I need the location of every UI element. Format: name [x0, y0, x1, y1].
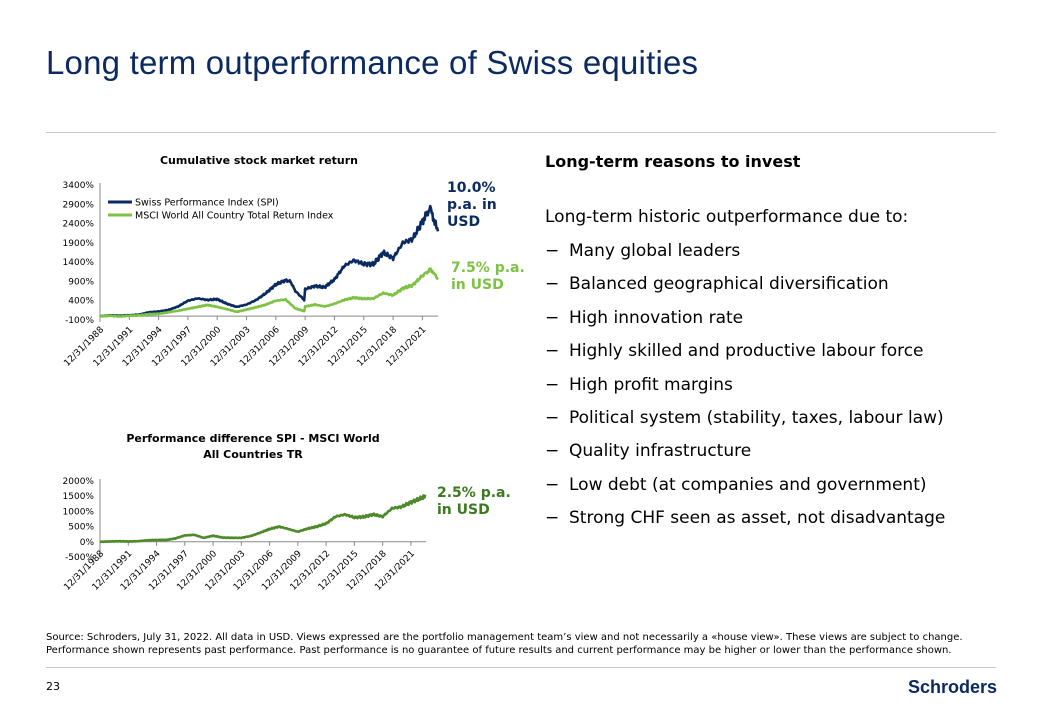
reason-text: High profit margins — [569, 375, 733, 395]
y-tick-label: 2000% — [63, 477, 95, 487]
bullet-dash: − — [545, 268, 559, 301]
diff-return-text: 2.5% p.a. in USD — [437, 485, 517, 519]
reason-text: Balanced geographical diversification — [569, 274, 889, 294]
page-number: 23 — [46, 680, 60, 693]
chart-title: Performance difference SPI - MSCI World — [126, 432, 379, 445]
reason-text: Quality infrastructure — [569, 441, 751, 461]
msci-return-annotation: 7.5% p.a. in USD — [451, 260, 531, 294]
bullet-dash: − — [545, 235, 559, 268]
reasons-panel: Long-term reasons to invest Long-term hi… — [545, 152, 1015, 536]
difference-series-line — [100, 495, 426, 541]
y-tick-label: 1500% — [63, 492, 95, 502]
cumulative-return-chart: Cumulative stock market return -100% 400% 9… — [46, 148, 440, 388]
y-tick-label: 1400% — [63, 258, 95, 268]
y-tick-label: 1000% — [63, 507, 95, 517]
msci-return-text: 7.5% p.a. in USD — [451, 260, 531, 294]
y-tick-label: 900% — [68, 277, 94, 287]
y-tick-label: -100% — [65, 316, 94, 326]
y-tick-label: 1900% — [63, 239, 95, 249]
reason-item: − Quality infrastructure — [545, 435, 1015, 468]
y-tick-label: 2900% — [63, 200, 95, 210]
bullet-dash: − — [545, 402, 559, 435]
bullet-dash: − — [545, 369, 559, 402]
reason-text: Strong CHF seen as asset, not disadvanta… — [569, 508, 945, 528]
slide-title: Long term outperformance of Swiss equiti… — [46, 44, 698, 82]
top-divider — [46, 132, 996, 133]
y-tick-label: 2400% — [63, 220, 95, 230]
y-tick-label: 0% — [80, 538, 95, 548]
reason-text: Low debt (at companies and government) — [569, 475, 927, 495]
bullet-dash: − — [545, 435, 559, 468]
spi-series-line — [100, 206, 438, 316]
reason-item: − Balanced geographical diversification — [545, 268, 1015, 301]
legend-label: Swiss Performance Index (SPI) — [135, 198, 279, 209]
reason-item: − Strong CHF seen as asset, not disadvant… — [545, 502, 1015, 535]
reason-item: − High profit margins — [545, 369, 1015, 402]
bottom-divider — [46, 667, 996, 668]
bullet-dash: − — [545, 335, 559, 368]
performance-difference-chart: Performance difference SPI - MSCI World A… — [46, 430, 440, 620]
y-tick-label: 3400% — [63, 181, 95, 191]
reason-text: Highly skilled and productive labour for… — [569, 341, 924, 361]
reason-text: Many global leaders — [569, 241, 740, 261]
chart-title: Cumulative stock market return — [160, 154, 358, 167]
reason-item: − Political system (stability, taxes, lab… — [545, 402, 1015, 435]
bullet-dash: − — [545, 469, 559, 502]
reason-text: Political system (stability, taxes, labo… — [569, 408, 944, 428]
cumulative-return-chart-svg: Cumulative stock market return -100% 400% 9… — [46, 148, 440, 388]
msci-series-line — [100, 269, 438, 317]
chart-title: All Countries TR — [203, 448, 303, 461]
diff-return-annotation: 2.5% p.a. in USD — [437, 485, 517, 519]
reasons-heading: Long-term reasons to invest — [545, 152, 1015, 171]
spi-return-text: 10.0% p.a. in USD — [447, 180, 509, 231]
bullet-dash: − — [545, 502, 559, 535]
reasons-lead: Long-term historic outperformance due to… — [545, 207, 1015, 227]
reason-item: − Low debt (at companies and government) — [545, 469, 1015, 502]
legend-label: MSCI World All Country Total Return Inde… — [135, 211, 334, 222]
performance-difference-chart-svg: Performance difference SPI - MSCI World A… — [46, 430, 440, 620]
y-tick-label: 500% — [68, 523, 94, 533]
bullet-dash: − — [545, 302, 559, 335]
y-tick-label: 400% — [68, 297, 94, 307]
reason-item: − Highly skilled and productive labour fo… — [545, 335, 1015, 368]
reason-item: − High innovation rate — [545, 302, 1015, 335]
reason-item: − Many global leaders — [545, 235, 1015, 268]
reason-text: High innovation rate — [569, 308, 743, 328]
spi-return-annotation: 10.0% p.a. in USD — [447, 180, 509, 231]
schroders-logo: Schroders — [908, 677, 997, 698]
source-note: Source: Schroders, July 31, 2022. All da… — [46, 631, 996, 657]
reasons-list: − Many global leaders − Balanced geographic… — [545, 235, 1015, 536]
